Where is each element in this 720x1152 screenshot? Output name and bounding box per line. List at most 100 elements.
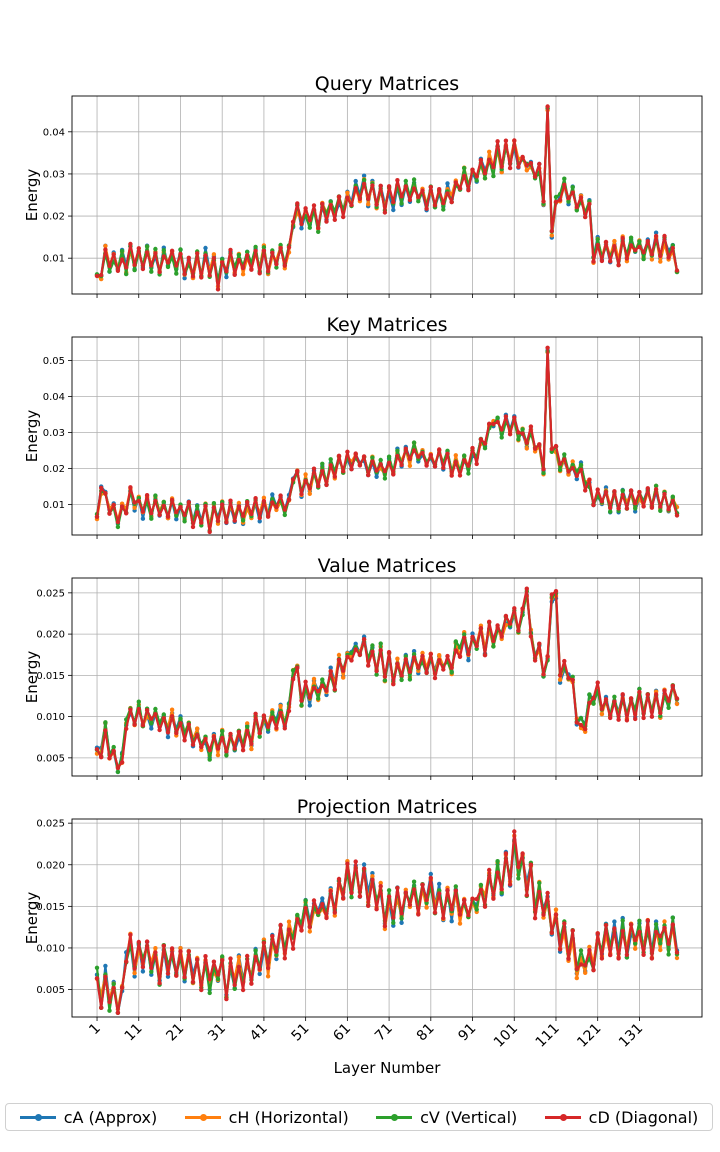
data-point <box>374 474 379 479</box>
data-point <box>203 503 208 509</box>
data-point <box>203 736 208 742</box>
data-point <box>169 714 175 719</box>
data-point <box>316 225 321 231</box>
data-point <box>99 485 104 491</box>
data-point <box>649 252 655 257</box>
data-point <box>361 181 367 187</box>
legend-item-ch: cH (Horizontal) <box>184 1108 349 1127</box>
data-point <box>658 934 663 939</box>
data-point <box>612 699 617 704</box>
data-point <box>290 219 296 224</box>
data-point <box>232 746 237 751</box>
y-tick-label: 0.005 <box>36 753 65 764</box>
data-point <box>541 912 546 917</box>
data-point <box>316 483 321 489</box>
data-point <box>299 226 304 231</box>
x-tick-label: 101 <box>491 1021 521 1051</box>
data-point <box>437 888 442 893</box>
data-point <box>361 173 367 178</box>
data-point <box>336 194 342 199</box>
legend-swatch-cv <box>376 1113 413 1121</box>
data-point <box>386 650 392 655</box>
data-point <box>320 468 325 474</box>
data-point <box>382 924 388 929</box>
data-point <box>428 875 433 881</box>
data-point <box>140 723 146 728</box>
data-point <box>495 419 500 425</box>
data-point <box>132 267 137 273</box>
data-point <box>416 665 421 670</box>
data-point <box>311 898 317 903</box>
data-point <box>261 245 267 250</box>
data-point <box>595 680 600 685</box>
data-point <box>674 268 680 273</box>
data-point <box>557 467 563 473</box>
data-point <box>583 214 588 220</box>
data-point <box>395 656 400 661</box>
data-point <box>149 721 154 726</box>
data-point <box>153 706 158 712</box>
data-point <box>169 946 175 951</box>
y-tick-label: 0.020 <box>36 860 65 871</box>
data-point <box>149 269 154 274</box>
data-point <box>649 257 655 262</box>
data-point <box>578 722 584 728</box>
data-point <box>299 491 304 497</box>
data-point <box>124 265 129 270</box>
data-point <box>474 174 479 179</box>
data-point <box>103 491 108 496</box>
data-point <box>307 695 312 700</box>
data-point <box>411 879 417 884</box>
data-point <box>453 453 458 458</box>
data-point <box>462 165 467 171</box>
y-tick-label: 0.01 <box>43 500 65 511</box>
data-point <box>537 641 542 646</box>
axes-frame <box>71 336 703 536</box>
data-point <box>224 996 229 1002</box>
data-point <box>144 708 150 713</box>
data-point <box>587 944 592 950</box>
data-point <box>470 445 475 451</box>
data-point <box>336 657 342 662</box>
data-point <box>641 715 646 721</box>
data-point <box>524 168 529 173</box>
data-point <box>257 971 262 977</box>
data-point <box>574 476 579 482</box>
data-point <box>549 233 554 238</box>
data-point <box>161 248 166 253</box>
data-point <box>249 741 254 746</box>
data-point <box>411 177 417 182</box>
data-point <box>386 894 392 899</box>
data-point <box>115 268 121 273</box>
data-point <box>111 744 116 750</box>
data-point <box>249 746 254 752</box>
data-point <box>286 245 292 250</box>
data-point <box>240 518 246 523</box>
y-axis-label: Energy <box>23 410 41 463</box>
data-point <box>608 505 613 510</box>
data-point <box>132 974 137 979</box>
data-point <box>199 744 204 750</box>
data-point <box>391 207 396 213</box>
data-point <box>286 927 292 932</box>
data-point <box>361 454 367 459</box>
data-point <box>424 670 429 675</box>
y-tick-label: 0.020 <box>36 630 65 641</box>
data-point <box>545 654 550 659</box>
data-point <box>103 974 108 979</box>
data-point <box>608 509 613 514</box>
data-point <box>94 514 100 519</box>
data-point <box>324 688 329 693</box>
data-point <box>370 877 375 882</box>
x-tick-label: 71 <box>372 1021 396 1045</box>
data-point <box>628 243 634 248</box>
data-point <box>437 891 442 896</box>
data-point <box>499 435 504 440</box>
series-line <box>95 349 679 526</box>
data-point <box>349 658 354 663</box>
data-point <box>499 164 504 169</box>
data-point <box>437 658 442 663</box>
data-point <box>441 200 446 206</box>
data-point <box>278 242 283 248</box>
data-point <box>144 250 150 255</box>
